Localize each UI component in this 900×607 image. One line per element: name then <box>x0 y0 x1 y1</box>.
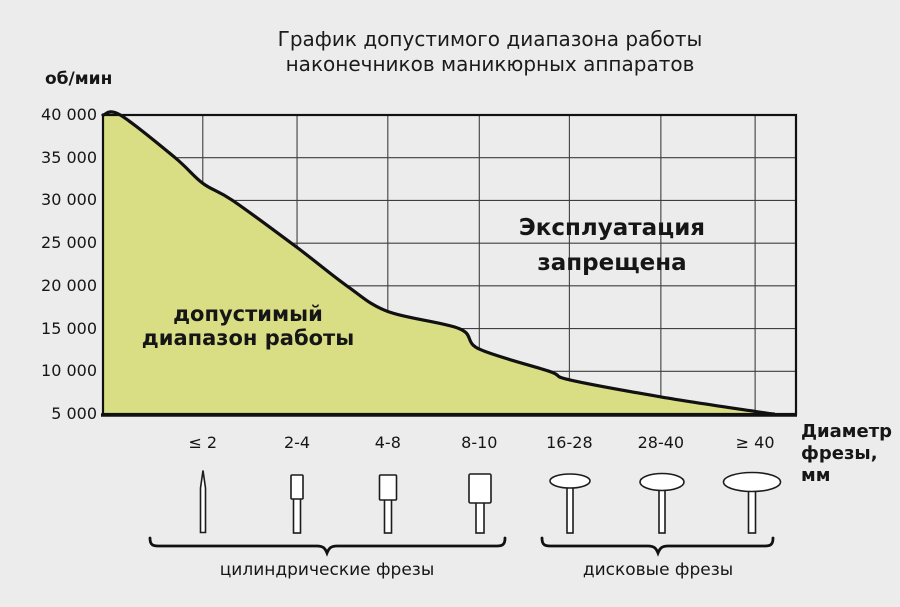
disc-group-label: дисковые фрезы <box>582 560 734 580</box>
allowed-region-fill <box>103 111 774 414</box>
page-title-line2: наконечников маникюрных аппаратов <box>285 52 695 76</box>
cylindrical-group-label: цилиндрические фрезы <box>219 560 435 580</box>
bur-icon-cylinder-small <box>290 474 304 534</box>
allowed-region-label: допустимый диапазон работы <box>126 302 370 350</box>
y-tick-label: 40 000 <box>41 105 97 124</box>
y-tick-label: 30 000 <box>41 190 97 210</box>
x-tick-label: 16-28 <box>546 433 593 452</box>
x-tick-label: ≥ 40 <box>735 433 775 452</box>
y-tick-label: 20 000 <box>41 275 97 295</box>
cylindrical-group-brace <box>148 536 507 557</box>
rpm-axis-unit-label: об/мин <box>45 69 113 89</box>
forbidden-region-label: Эксплуатация запрещена <box>487 211 737 281</box>
forbidden-region-label-line2: запрещена <box>537 250 687 276</box>
bur-icon-cylinder-medium <box>378 474 398 534</box>
x-tick-label: 4-8 <box>374 433 401 452</box>
y-tick-label: 15 000 <box>41 318 97 338</box>
y-tick-label: 35 000 <box>41 147 97 167</box>
x-tick-label: 28-40 <box>637 433 685 452</box>
disc-group-brace <box>540 536 775 557</box>
limit-curve <box>101 110 776 416</box>
bur-icon-disc-large <box>722 471 782 534</box>
diameter-axis-label-line2: фрезы, мм <box>801 443 878 486</box>
diameter-axis-label: Диаметр фрезы, мм <box>801 421 896 487</box>
bur-icon-cylinder-large <box>468 473 492 534</box>
page-title-line1: График допустимого диапазона работы <box>277 27 703 51</box>
x-tick-label: 2-4 <box>283 433 311 452</box>
forbidden-region-label-line1: Эксплуатация <box>518 215 706 241</box>
y-tick-label: 5 000 <box>51 404 97 423</box>
allowed-region-label-line2: диапазон работы <box>141 326 355 350</box>
allowed-region-label-line1: допустимый <box>173 302 323 326</box>
page-title: График допустимого диапазона работы нако… <box>215 27 765 77</box>
y-tick-label: 10 000 <box>41 361 97 381</box>
x-tick-label: 8-10 <box>461 433 498 452</box>
y-tick-label: 25 000 <box>41 233 97 253</box>
bur-icon-disc-medium <box>639 472 685 534</box>
bur-icon-needle <box>199 470 207 534</box>
x-tick-label: ≤ 2 <box>188 433 218 452</box>
bur-icon-disc-small <box>549 473 591 534</box>
diameter-axis-label-line1: Диаметр <box>801 421 893 442</box>
